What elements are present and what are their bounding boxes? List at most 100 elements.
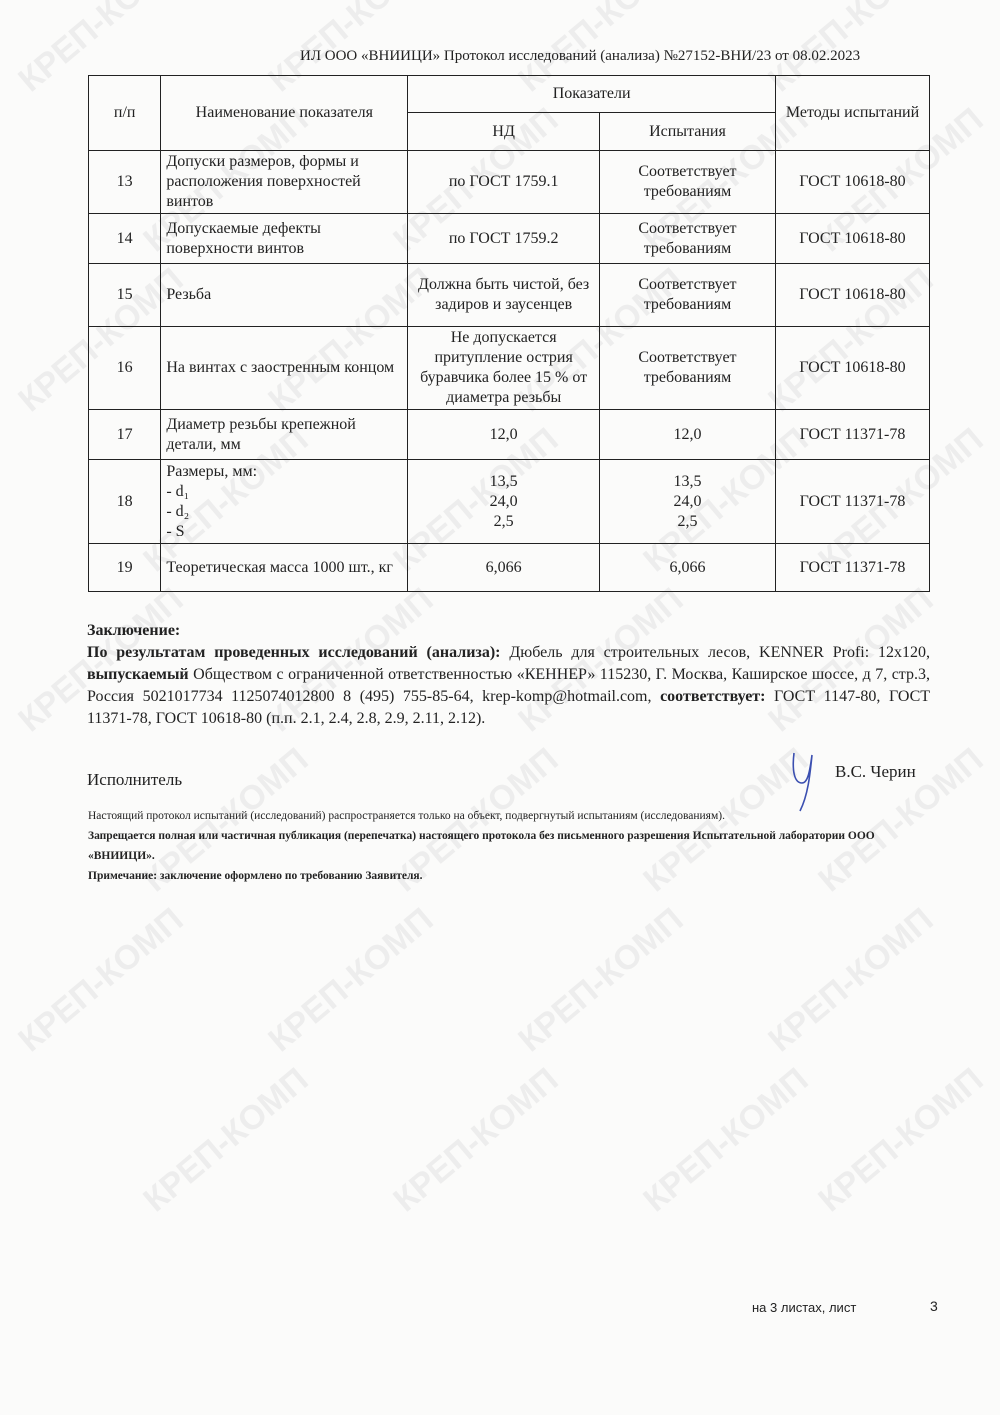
- cell-test: Соответствует требованиям: [598, 263, 776, 327]
- cell-text: 2,5: [493, 512, 514, 530]
- cell-num: 17: [87, 409, 162, 460]
- cell-test: Соответствует требованиям: [598, 213, 776, 264]
- cell-num: 16: [87, 326, 162, 410]
- watermark-text: КРЕП-КОМП: [636, 1060, 816, 1220]
- cell-num: 13: [87, 150, 162, 214]
- conclusion-complies-label: соответствует:: [660, 688, 766, 705]
- table-row: 19 Теоретическая масса 1000 шт., кг 6,066 6…: [87, 543, 931, 592]
- table-row: 17 Диаметр резьбы крепежной детали, мм 12,…: [87, 409, 931, 460]
- cell-num: 14: [87, 213, 162, 264]
- cell-text: Теоретическая масса 1000 шт., кг: [166, 558, 393, 576]
- col-header-methods: Методы испытаний: [774, 75, 931, 151]
- cell-nd: 12,0: [407, 409, 600, 460]
- cell-name: Допускаемые дефекты поверхности винтов: [160, 213, 409, 264]
- cell-method: ГОСТ 10618-80: [774, 150, 931, 214]
- conclusion-title: Заключение:: [87, 622, 181, 639]
- cell-method: ГОСТ 11371-78: [774, 543, 931, 592]
- cell-text: ГОСТ 10618-80: [799, 173, 906, 190]
- cell-text: 15: [116, 286, 133, 303]
- cell-method: ГОСТ 10618-80: [774, 326, 931, 410]
- cell-text: 24,0: [673, 492, 702, 510]
- watermark-text: КРЕП-КОМП: [386, 1060, 566, 1220]
- cell-text: ГОСТ 10618-80: [799, 229, 906, 247]
- table-row: 15 Резьба Должна быть чистой, без задиров …: [87, 263, 931, 327]
- cell-num: 15: [87, 263, 162, 327]
- cell-num: 18: [87, 459, 162, 544]
- watermark-text: КРЕП-КОМП: [261, 900, 441, 1060]
- col-header-indicators: Показатели: [407, 75, 776, 113]
- cell-text: 6,066: [485, 558, 522, 576]
- cell-nd: Не допускается притупление острия буравч…: [407, 326, 600, 410]
- watermark-text: КРЕП-КОМП: [136, 1060, 316, 1220]
- cell-text: 24,0: [489, 492, 518, 510]
- cell-text: 12,0: [489, 425, 518, 443]
- table-row: 16 На винтах с заостренным концом Не допус…: [87, 326, 931, 410]
- cell-text: Допуски размеров, формы и расположения п…: [166, 153, 361, 210]
- cell-num: 19: [87, 543, 162, 592]
- cell-text: 17: [116, 425, 133, 443]
- watermark-text: КРЕП-КОМП: [11, 900, 191, 1060]
- page-number: 3: [930, 1298, 938, 1314]
- cell-test: 12,0: [598, 409, 776, 460]
- cell-method: ГОСТ 11371-78: [774, 409, 931, 460]
- cell-nd: по ГОСТ 1759.1: [407, 150, 600, 214]
- conclusion-issuer: Обществом с ограниченной ответственность…: [87, 666, 930, 705]
- conclusion-product: Дюбель для строительных лесов, KENNER Pr…: [500, 644, 931, 661]
- cell-text: Соответствует требованиям: [638, 163, 737, 200]
- cell-text: ГОСТ 10618-80: [799, 359, 906, 376]
- cell-nd: 6,066: [407, 543, 600, 592]
- cell-text: по ГОСТ 1759.2: [448, 229, 559, 247]
- cell-text: Соответствует требованиям: [638, 276, 737, 313]
- cell-text: 13,5: [673, 472, 702, 490]
- cell-test: Соответствует требованиям: [598, 326, 776, 410]
- signature: [792, 752, 813, 812]
- cell-text: Резьба: [166, 286, 212, 303]
- cell-text: ГОСТ 11371-78: [799, 492, 906, 510]
- note-remark: Примечание: заключение оформлено по треб…: [88, 870, 423, 882]
- cell-text: 12,0: [673, 425, 702, 443]
- cell-test: 13,5 24,0 2,5: [598, 459, 776, 544]
- col-header-num: п/п: [87, 75, 162, 151]
- cell-text: - d₁: [166, 482, 190, 500]
- cell-text: ГОСТ 11371-78: [799, 425, 906, 443]
- note-prohibition: Запрещается полная или частичная публика…: [88, 830, 875, 862]
- cell-nd: по ГОСТ 1759.2: [407, 213, 600, 264]
- cell-nd: Должна быть чистой, без задиров и заусен…: [407, 263, 600, 327]
- col-header-nd: НД: [407, 112, 600, 151]
- cell-text: - d₂: [166, 502, 190, 520]
- cell-text: 13,5: [489, 472, 518, 490]
- cell-text: 18: [116, 492, 133, 510]
- cell-text: 19: [116, 558, 133, 576]
- cell-text: 13: [116, 173, 133, 190]
- cell-text: - S: [166, 522, 185, 540]
- cell-method: ГОСТ 11371-78: [774, 459, 931, 544]
- protocol-header: ИЛ ООО «ВНИИЦИ» Протокол исследований (а…: [300, 48, 861, 64]
- watermark-text: КРЕП-КОМП: [511, 900, 691, 1060]
- sheet-count: на 3 листах, лист: [752, 1300, 857, 1315]
- col-header-tests: Испытания: [598, 112, 776, 151]
- cell-text: Должна быть чистой, без задиров и заусен…: [418, 276, 590, 313]
- conclusion-standards: ГОСТ 1147-80, ГОСТ 11371-78, ГОСТ 10618-…: [87, 688, 931, 727]
- cell-text: по ГОСТ 1759.1: [448, 173, 559, 190]
- cell-name: На винтах с заостренным концом: [160, 326, 409, 410]
- note-scope: Настоящий протокол испытаний (исследован…: [88, 810, 725, 822]
- cell-text: ГОСТ 11371-78: [799, 558, 906, 576]
- cell-text: 16: [116, 359, 133, 376]
- conclusion-issued-label: выпускаемый: [87, 666, 189, 683]
- table-row: 13 Допуски размеров, формы и расположения…: [87, 150, 931, 214]
- cell-nd: 13,5 24,0 2,5: [407, 459, 600, 544]
- cell-text: Не допускается притупление острия буравч…: [420, 329, 588, 406]
- cell-test: Соответствует требованиям: [598, 150, 776, 214]
- conclusion-lead: По результатам проведенных исследований …: [87, 644, 501, 661]
- col-header-name: Наименование показателя: [160, 75, 409, 151]
- cell-text: Размеры, мм:: [166, 462, 258, 480]
- cell-name: Допуски размеров, формы и расположения п…: [160, 150, 409, 214]
- table-row: 18 Размеры, мм: - d₁ - d₂ - S 13,5 24,0 2,5 13,5…: [87, 459, 931, 544]
- cell-name: Диаметр резьбы крепежной детали, мм: [160, 409, 409, 460]
- results-table: п/п Наименование показателя Показатели М…: [87, 75, 931, 592]
- cell-text: ГОСТ 10618-80: [799, 286, 906, 303]
- cell-name: Размеры, мм: - d₁ - d₂ - S: [160, 459, 409, 544]
- conclusion: Заключение: По результатам проведенных и…: [87, 620, 930, 730]
- cell-text: 14: [116, 229, 133, 247]
- watermark-text: КРЕП-КОМП: [811, 1060, 991, 1220]
